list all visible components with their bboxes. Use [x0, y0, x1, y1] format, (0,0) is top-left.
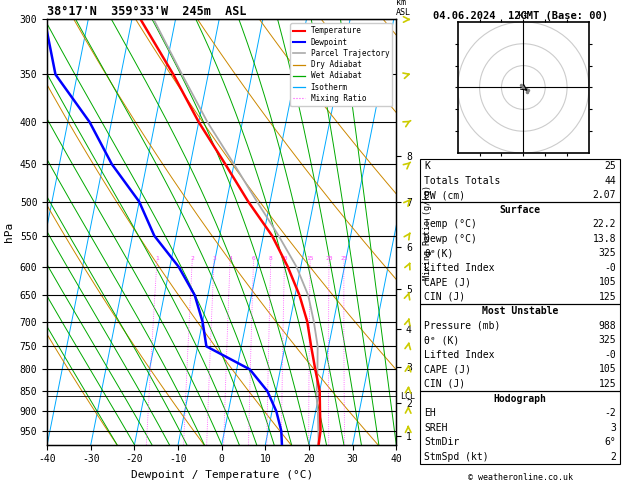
Text: Most Unstable: Most Unstable [482, 306, 559, 316]
Text: Hodograph: Hodograph [494, 394, 547, 403]
Text: 6: 6 [252, 256, 255, 261]
Text: 20: 20 [325, 256, 333, 261]
Text: Dewp (°C): Dewp (°C) [424, 234, 477, 243]
Text: -0: -0 [604, 263, 616, 273]
Text: 988: 988 [599, 321, 616, 331]
Text: θᵉ(K): θᵉ(K) [424, 248, 454, 258]
Text: PW (cm): PW (cm) [424, 190, 465, 200]
Text: Lifted Index: Lifted Index [424, 350, 494, 360]
Text: 04.06.2024  12GMT (Base: 00): 04.06.2024 12GMT (Base: 00) [433, 11, 608, 21]
Text: LCL: LCL [400, 392, 415, 400]
Text: CAPE (J): CAPE (J) [424, 364, 471, 374]
Text: 2.07: 2.07 [593, 190, 616, 200]
Text: 25: 25 [604, 161, 616, 171]
Text: StmSpd (kt): StmSpd (kt) [424, 451, 489, 462]
Text: SREH: SREH [424, 422, 448, 433]
Text: 25: 25 [340, 256, 348, 261]
Text: Temp (°C): Temp (°C) [424, 219, 477, 229]
Text: Totals Totals: Totals Totals [424, 175, 501, 186]
Text: 105: 105 [599, 364, 616, 374]
Text: Surface: Surface [499, 205, 541, 215]
Text: 38°17'N  359°33'W  245m  ASL: 38°17'N 359°33'W 245m ASL [47, 5, 247, 18]
X-axis label: kt: kt [518, 11, 529, 20]
Text: 2: 2 [610, 451, 616, 462]
Text: © weatheronline.co.uk: © weatheronline.co.uk [468, 473, 572, 482]
Text: EH: EH [424, 408, 436, 418]
Text: 8: 8 [269, 256, 272, 261]
Text: K: K [424, 161, 430, 171]
Text: -2: -2 [604, 408, 616, 418]
Y-axis label: hPa: hPa [4, 222, 14, 242]
Text: Lifted Index: Lifted Index [424, 263, 494, 273]
Text: StmDir: StmDir [424, 437, 459, 447]
Text: θᵉ (K): θᵉ (K) [424, 335, 459, 346]
Text: 2: 2 [191, 256, 194, 261]
Text: 44: 44 [604, 175, 616, 186]
Text: -0: -0 [604, 350, 616, 360]
Text: 6°: 6° [604, 437, 616, 447]
Text: CIN (J): CIN (J) [424, 292, 465, 302]
Text: 10: 10 [281, 256, 288, 261]
Text: 15: 15 [306, 256, 314, 261]
Text: 325: 325 [599, 248, 616, 258]
Text: 3: 3 [610, 422, 616, 433]
Text: Mixing Ratio (g/kg): Mixing Ratio (g/kg) [423, 185, 432, 279]
Text: 13.8: 13.8 [593, 234, 616, 243]
Text: 22.2: 22.2 [593, 219, 616, 229]
Text: 125: 125 [599, 292, 616, 302]
Text: 105: 105 [599, 278, 616, 287]
Text: 125: 125 [599, 379, 616, 389]
Text: 3: 3 [212, 256, 216, 261]
Text: 1: 1 [155, 256, 159, 261]
Legend: Temperature, Dewpoint, Parcel Trajectory, Dry Adiabat, Wet Adiabat, Isotherm, Mi: Temperature, Dewpoint, Parcel Trajectory… [290, 23, 392, 106]
Text: CIN (J): CIN (J) [424, 379, 465, 389]
Text: 4: 4 [228, 256, 232, 261]
Text: km
ASL: km ASL [396, 0, 411, 17]
Text: Pressure (mb): Pressure (mb) [424, 321, 501, 331]
X-axis label: Dewpoint / Temperature (°C): Dewpoint / Temperature (°C) [131, 470, 313, 480]
Text: 325: 325 [599, 335, 616, 346]
Text: CAPE (J): CAPE (J) [424, 278, 471, 287]
